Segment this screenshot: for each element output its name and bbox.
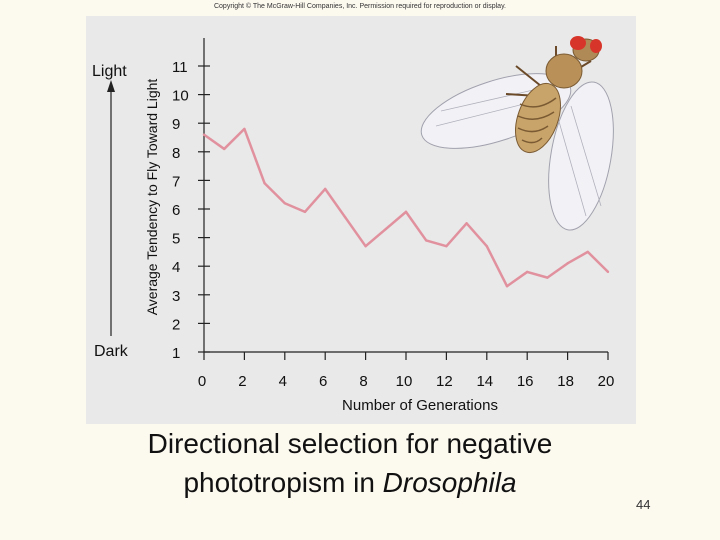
data-point	[586, 250, 589, 254]
data-point	[202, 133, 206, 136]
series-line-0	[203, 127, 609, 288]
y-tick-label: 9	[172, 116, 180, 133]
caption-line-2: phototropism in Drosophila	[60, 463, 640, 502]
chart-marks	[202, 127, 610, 288]
caption-line-2-text: phototropism in	[183, 467, 383, 498]
data-point	[445, 244, 448, 248]
x-tick-label: 10	[396, 373, 413, 390]
data-point	[223, 147, 226, 151]
x-tick-label: 14	[476, 373, 493, 390]
x-tick-label: 6	[319, 373, 327, 390]
data-point	[606, 270, 610, 274]
x-axis-title: Number of Generations	[342, 397, 498, 414]
data-point	[364, 244, 367, 248]
scale-arrow-head	[107, 80, 115, 92]
x-tick-label: 16	[517, 373, 534, 390]
x-tick-label: 2	[238, 373, 246, 390]
x-tick-label: 8	[359, 373, 367, 390]
data-point	[505, 285, 509, 288]
chart-axes	[107, 38, 609, 360]
caption-line-1: Directional selection for negative	[147, 428, 553, 459]
y-tick-label: 7	[172, 173, 180, 190]
x-tick-label: 18	[557, 373, 574, 390]
y-tick-label: 10	[172, 88, 189, 105]
scale-label-dark: Dark	[94, 343, 129, 360]
data-point	[344, 216, 347, 219]
copyright-notice: Copyright © The McGraw-Hill Companies, I…	[213, 3, 506, 10]
data-point	[566, 262, 569, 265]
data-point	[425, 239, 428, 242]
y-tick-label: 8	[172, 145, 180, 162]
data-point	[546, 276, 549, 279]
y-tick-label: 5	[172, 231, 180, 248]
data-point	[465, 222, 468, 225]
slide-caption: Directional selection for negative photo…	[60, 424, 640, 502]
data-point	[324, 187, 327, 191]
data-point	[485, 244, 488, 248]
data-point	[283, 202, 286, 205]
fruit-fly-illustration	[420, 36, 614, 231]
data-point	[384, 227, 387, 231]
x-tick-label: 4	[279, 373, 287, 390]
y-tick-label: 1	[172, 345, 180, 362]
y-tick-label: 3	[172, 288, 180, 305]
y-tick-label: 4	[172, 259, 180, 276]
x-tick-label: 20	[598, 373, 615, 390]
y-tick-label: 11	[172, 59, 188, 76]
data-point	[526, 270, 529, 274]
scale-label-light: Light	[92, 63, 127, 80]
slide-number: 44	[636, 497, 651, 512]
data-point	[243, 127, 246, 131]
caption-species-name: Drosophila	[382, 467, 517, 498]
data-point	[263, 182, 266, 185]
x-tick-label: 12	[436, 373, 453, 390]
data-point	[404, 210, 408, 214]
x-tick-label: 0	[198, 373, 206, 390]
y-tick-label: 6	[172, 202, 180, 219]
chart-panel: 1 2 3 4 5 6 7 8 9 10 11 0 2 4 6 8 10 12 14 16 18 20 Number of …	[86, 16, 636, 424]
y-tick-label: 2	[172, 316, 180, 333]
data-point	[303, 210, 307, 214]
y-axis-title: Average Tendency to Fly Toward Light	[144, 79, 160, 316]
